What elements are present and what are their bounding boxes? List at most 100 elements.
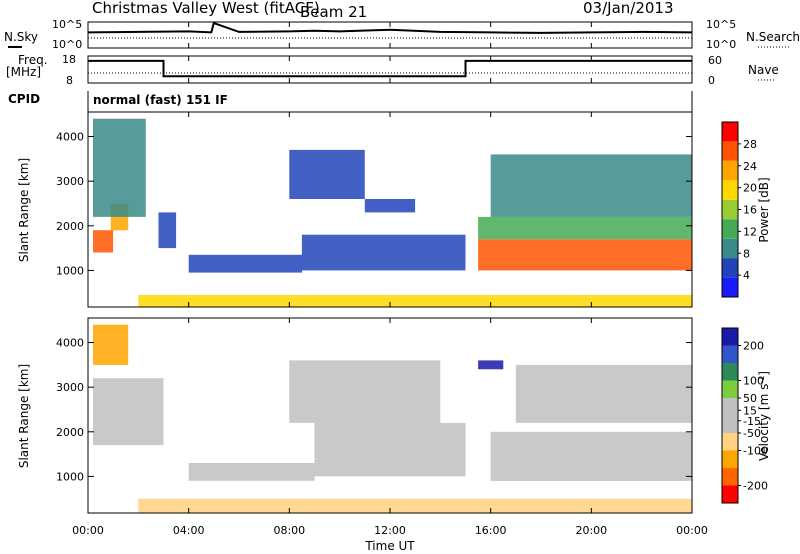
scatter-region [93, 324, 129, 365]
scatter-region [138, 498, 693, 513]
colorbar-swatch [722, 345, 738, 363]
colorbar-tick-label: 50 [743, 392, 757, 405]
y-tick-label: 2000 [56, 220, 84, 233]
colorbar-tick-label: 28 [743, 138, 757, 151]
power-ylabel: Slant Range [km] [17, 158, 31, 262]
colorbar-swatch [722, 199, 738, 220]
noise-tick-left-top: 10^5 [52, 18, 82, 31]
colorbar-swatch [722, 141, 738, 161]
colorbar-tick-label: -15 [743, 415, 761, 428]
frequency-panel: 18 8 60 0 Freq. [MHz] Nave [6, 53, 779, 87]
y-tick-label: 3000 [56, 175, 84, 188]
scatter-region [478, 360, 504, 370]
freq-tick-bottom: 8 [66, 74, 73, 87]
freq-label-line2: [MHz] [6, 65, 41, 79]
scatter-region [364, 199, 416, 213]
velocity-yticks: 1000 2000 3000 4000 [56, 337, 692, 483]
y-tick-label: 4000 [56, 337, 84, 350]
beam-title: Beam 21 [300, 3, 367, 21]
scatter-region [314, 422, 466, 477]
x-axis-label: Time UT [364, 539, 415, 553]
noise-sky-line [87, 21, 693, 34]
date-title: 03/Jan/2013 [583, 0, 674, 17]
colorbar-tick-label: 15 [743, 404, 757, 417]
x-tick-label: 04:00 [173, 524, 205, 537]
power-panel: 1000 2000 3000 4000 Slant Range [km] 4 8 12 16… [17, 111, 771, 308]
x-tick-label: 20:00 [575, 524, 607, 537]
colorbar-tick-label: 20 [743, 182, 757, 195]
scatter-region [138, 295, 693, 307]
nave-tick-bottom: 0 [708, 74, 715, 87]
y-tick-label: 2000 [56, 426, 84, 439]
noise-tick-right-bottom: 10^0 [706, 38, 736, 51]
colorbar-swatch [722, 219, 738, 239]
scatter-region [289, 149, 365, 199]
x-axis-ticks: 00:00 04:00 08:00 12:00 16:00 20:00 00:00 [72, 22, 708, 537]
colorbar-swatch [722, 380, 738, 398]
power-cells [93, 118, 693, 307]
scatter-region [289, 360, 441, 423]
colorbar-tick-label: 4 [743, 269, 750, 282]
x-tick-label: 16:00 [475, 524, 507, 537]
scatter-region [490, 154, 692, 217]
scatter-region [93, 230, 114, 253]
scatter-region [158, 212, 177, 249]
nave-tick-top: 60 [708, 54, 722, 67]
colorbar-swatch [722, 180, 738, 200]
colorbar-tick-label: -200 [743, 480, 768, 493]
freq-label-line1: Freq. [18, 53, 48, 67]
x-tick-label: 00:00 [72, 524, 104, 537]
y-tick-label: 1000 [56, 470, 84, 483]
colorbar-swatch [722, 160, 738, 181]
scatter-region [515, 364, 692, 423]
velocity-cbar-label: Velocity [m s-1] [757, 371, 772, 461]
noise-panel: 10^5 10^0 10^5 10^0 N.Sky N.Search [4, 18, 800, 51]
velocity-panel: 1000 2000 3000 4000 Slant Range [km] -200 -1… [17, 317, 772, 514]
colorbar-tick-label: -100 [743, 445, 768, 458]
freq-line [88, 59, 692, 78]
scatter-region [478, 216, 692, 240]
scatter-region [188, 254, 302, 273]
colorbar-swatch [722, 485, 738, 503]
colorbar-tick-label: -50 [743, 427, 761, 440]
scatter-region [490, 431, 692, 481]
cpid-value: normal (fast) 151 IF [93, 93, 228, 107]
nave-label: Nave [748, 63, 779, 77]
power-yticks: 1000 2000 3000 4000 [56, 131, 692, 277]
colorbar-swatch [722, 238, 738, 259]
scatter-region [93, 118, 146, 217]
colorbar-swatch [722, 277, 738, 297]
colorbar-tick-label: 8 [743, 247, 750, 260]
colorbar-swatch [722, 433, 738, 451]
y-tick-label: 4000 [56, 131, 84, 144]
colorbar-frame [721, 327, 739, 504]
colorbar-swatch [722, 450, 738, 468]
x-tick-label: 08:00 [273, 524, 305, 537]
scatter-region [93, 378, 164, 446]
x-tick-label: 00:00 [676, 524, 708, 537]
power-colorbar: 4 8 12 16 20 24 28 [721, 121, 757, 298]
nsky-label: N.Sky [4, 30, 38, 44]
x-tick-label: 12:00 [374, 524, 406, 537]
colorbar-tick-label: 200 [743, 340, 764, 353]
cpid-label: CPID [8, 92, 40, 106]
velocity-cells [93, 324, 693, 513]
y-tick-label: 3000 [56, 381, 84, 394]
colorbar-tick-label: 12 [743, 225, 757, 238]
colorbar-swatch [722, 398, 738, 416]
noise-tick-right-top: 10^5 [706, 18, 736, 31]
colorbar-tick-label: 16 [743, 204, 757, 217]
colorbar-swatch [722, 363, 738, 381]
station-title: Christmas Valley West (fitACF) [92, 0, 320, 17]
y-tick-label: 1000 [56, 264, 84, 277]
power-cbar-label: Power [dB] [757, 177, 771, 242]
colorbar-swatch [722, 328, 738, 346]
colorbar-swatch [722, 258, 738, 278]
freq-tick-top: 18 [62, 53, 76, 66]
scatter-region [478, 239, 692, 271]
colorbar-swatch [722, 415, 738, 433]
colorbar-swatch [722, 122, 738, 142]
velocity-ylabel: Slant Range [km] [17, 364, 31, 468]
